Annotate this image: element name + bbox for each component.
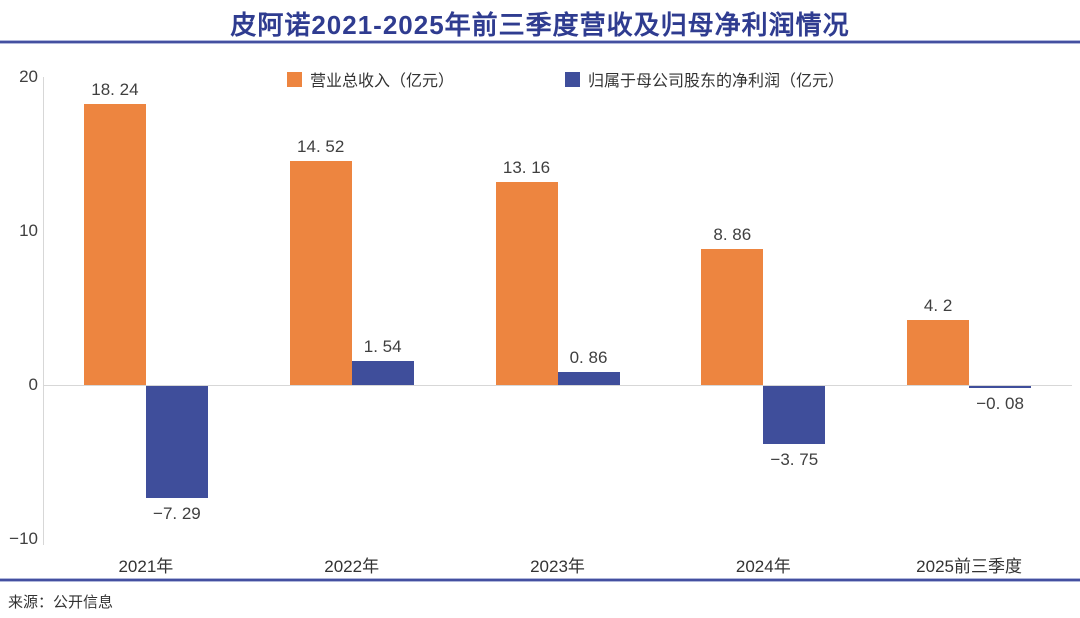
- revenue-bar-2021年: [83, 104, 146, 385]
- profit-bar-2025前三季度: [969, 386, 1032, 388]
- revenue-bar-2023年: [495, 182, 558, 385]
- legend-swatch-profit-icon: [565, 71, 580, 87]
- zero-baseline: [43, 385, 1072, 386]
- legend-item-revenue: 营业总收入（亿元）: [287, 70, 455, 90]
- revenue-bar-2024年: [701, 248, 764, 385]
- bar-value-label: 14. 52: [297, 137, 345, 157]
- revenue-bar-2022年: [289, 161, 352, 385]
- profit-bar-2024年: [763, 386, 826, 444]
- bottom-divider-line: [0, 578, 1080, 582]
- x-category-label: 2022年: [324, 557, 380, 576]
- chart-title: 皮阿诺2021-2025年前三季度营收及归母净利润情况: [230, 10, 850, 40]
- title-divider-line: [0, 40, 1080, 44]
- bar-value-label: −7. 29: [153, 504, 201, 524]
- x-category-label: 2024年: [735, 557, 791, 576]
- y-tick-label: 10: [19, 221, 38, 240]
- bar-value-label: 13. 16: [502, 158, 551, 178]
- source-note: 来源：公开信息: [8, 594, 114, 611]
- profit-bar-2023年: [557, 371, 620, 385]
- profit-bar-2022年: [351, 361, 414, 385]
- y-tick-label: −10: [9, 529, 38, 548]
- x-category-label: 2021年: [118, 557, 174, 576]
- bar-value-label: 8. 86: [713, 224, 752, 244]
- bar-value-label: −3. 75: [770, 449, 819, 469]
- y-tick-label: 0: [28, 375, 38, 394]
- bar-value-label: 4. 2: [923, 296, 953, 316]
- profit-bar-2021年: [145, 386, 208, 499]
- legend-label-revenue: 营业总收入（亿元）: [310, 73, 455, 90]
- legend-label-profit: 归属于母公司股东的净利润（亿元）: [588, 73, 845, 90]
- x-category-label: 2025前三季度: [916, 557, 1023, 576]
- y-axis-line: [43, 77, 44, 545]
- bar-value-label: 1. 54: [363, 337, 402, 357]
- x-category-label: 2023年: [530, 557, 585, 576]
- revenue-bar-2025前三季度: [907, 320, 970, 385]
- legend-item-profit: 归属于母公司股东的净利润（亿元）: [565, 70, 845, 90]
- bar-value-label: 0. 86: [569, 347, 608, 367]
- bar-value-label: 18. 24: [91, 80, 139, 100]
- y-tick-label: 20: [19, 67, 38, 86]
- legend-swatch-revenue-icon: [287, 71, 302, 87]
- bar-value-label: −0. 08: [976, 394, 1024, 413]
